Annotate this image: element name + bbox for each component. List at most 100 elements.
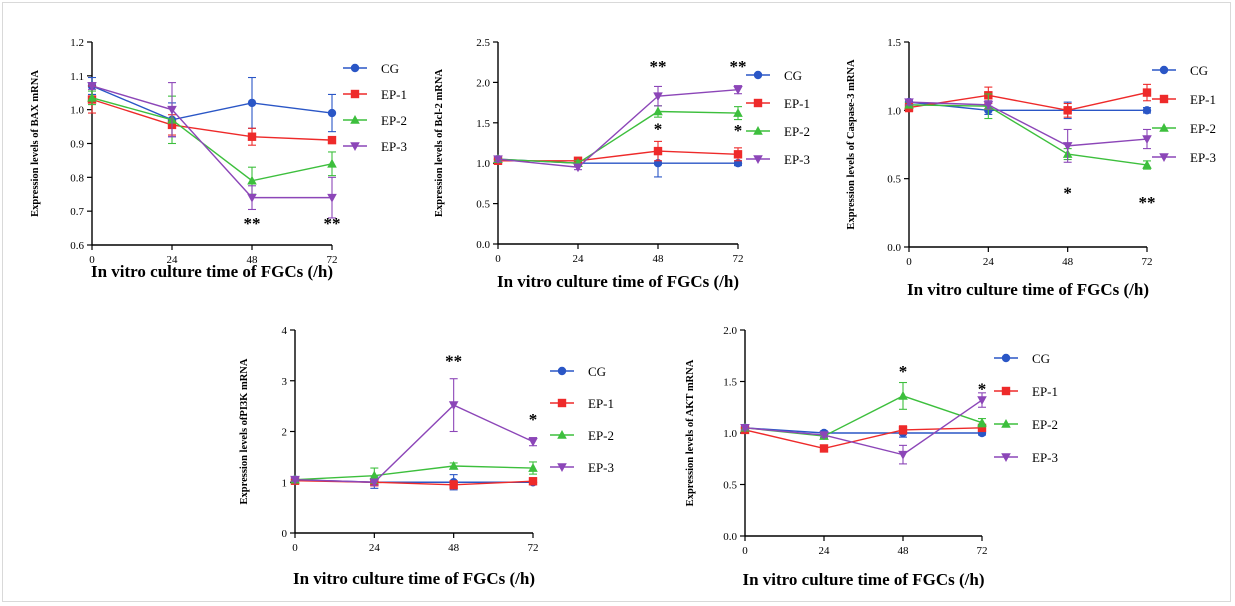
y-axis-label: Expression levels ofPI3K mRNA xyxy=(239,358,250,504)
data-point-ep-2 xyxy=(898,390,908,400)
y-tick-label: 1.1 xyxy=(70,71,84,83)
x-axis-label: In vitro culture time of FGCs (/h) xyxy=(742,570,984,589)
series-line-ep-1 xyxy=(908,91,1148,112)
data-point-ep-2 xyxy=(733,108,743,117)
series-line-ep-3 xyxy=(908,101,1148,147)
legend-marker xyxy=(557,398,567,408)
y-axis-label: Expression levels of BAX mRNA xyxy=(30,70,41,217)
series-line-ep-3 xyxy=(91,85,332,199)
x-tick-label: 0 xyxy=(292,542,298,554)
series-line-ep-3 xyxy=(294,404,534,483)
y-axis-label: Expression levels of AKT mRNA xyxy=(685,359,696,506)
significance-label: * xyxy=(978,380,987,399)
legend-label: EP-2 xyxy=(1032,417,1058,432)
data-point-ep-2 xyxy=(653,106,663,116)
data-point-ep-3 xyxy=(1142,135,1152,145)
legend-label: EP-3 xyxy=(1190,150,1216,165)
x-tick-label: 72 xyxy=(977,545,988,557)
data-point-ep-1 xyxy=(1063,106,1072,115)
data-point-ep-1 xyxy=(653,146,663,156)
x-axis-label: In vitro culture time of FGCs (/h) xyxy=(907,280,1149,299)
legend-label: EP-2 xyxy=(784,124,810,139)
y-tick-label: 1.5 xyxy=(723,377,737,389)
legend-marker xyxy=(350,63,360,73)
significance-label: * xyxy=(1063,183,1072,202)
x-tick-label: 48 xyxy=(247,254,259,266)
y-tick-label: 1.2 xyxy=(70,37,84,49)
legend-marker xyxy=(753,98,763,108)
legend-label: CG xyxy=(588,364,606,379)
legend-label: EP-1 xyxy=(1190,92,1216,107)
y-tick-label: 1 xyxy=(282,477,288,489)
chart-akt: 0.0 0.5 1.0 1.5 2.0 0 24 48 72 In vitro culture t… xyxy=(685,325,1058,589)
y-tick-label: 1.5 xyxy=(476,118,490,130)
legend-label: EP-3 xyxy=(1032,450,1058,465)
data-point-ep-3 xyxy=(1062,142,1073,151)
series-line-ep-2 xyxy=(91,97,333,182)
chart-bcl2: 0.0 0.5 1.0 1.5 2.0 2.5 0 24 48 72 In vitro cultur… xyxy=(434,37,810,291)
legend-label: EP-1 xyxy=(588,396,614,411)
significance-label: * xyxy=(529,410,538,429)
x-tick-label: 48 xyxy=(653,253,665,265)
data-point-ep-3 xyxy=(819,431,829,441)
significance-label: * xyxy=(654,119,663,138)
data-point-cg xyxy=(1142,106,1152,115)
y-tick-label: 1.0 xyxy=(70,105,84,117)
data-point-ep-3 xyxy=(290,475,300,485)
data-point-ep-3 xyxy=(904,98,914,108)
data-point-ep-3 xyxy=(740,424,750,433)
legend-marker xyxy=(753,126,763,135)
legend-label: EP-3 xyxy=(588,460,614,475)
data-point-ep-2 xyxy=(977,417,987,427)
x-tick-label: 0 xyxy=(89,254,95,266)
data-point-ep-1 xyxy=(898,425,908,435)
data-point-ep-3 xyxy=(573,163,583,173)
legend-label: EP-3 xyxy=(381,139,407,154)
x-tick-label: 0 xyxy=(906,256,912,268)
y-tick-label: 0.0 xyxy=(723,531,737,543)
y-tick-label: 0.9 xyxy=(70,139,84,151)
y-tick-label: 0.5 xyxy=(887,174,901,186)
legend-marker xyxy=(350,89,360,99)
x-tick-label: 24 xyxy=(819,545,831,557)
y-tick-label: 2.0 xyxy=(723,325,737,337)
y-tick-label: 0.0 xyxy=(887,242,901,254)
x-tick-label: 72 xyxy=(1142,256,1153,268)
data-point-ep-1 xyxy=(449,480,458,489)
data-point-ep-3 xyxy=(493,155,503,165)
significance-label: ** xyxy=(1139,193,1156,212)
x-axis-label: In vitro culture time of FGCs (/h) xyxy=(91,262,333,281)
data-point-ep-3 xyxy=(733,85,743,95)
significance-label: ** xyxy=(445,351,462,370)
legend-label: EP-2 xyxy=(381,113,407,128)
x-tick-label: 72 xyxy=(528,542,539,554)
data-point-ep-1 xyxy=(819,444,829,453)
x-tick-label: 0 xyxy=(742,545,748,557)
data-point-ep-3 xyxy=(327,193,337,203)
y-tick-label: 0.8 xyxy=(70,172,84,184)
legend-marker xyxy=(557,463,567,472)
significance-label: ** xyxy=(650,57,667,76)
x-tick-label: 72 xyxy=(733,253,744,265)
y-tick-label: 3 xyxy=(282,376,288,388)
legend-label: EP-2 xyxy=(588,428,614,443)
legend-label: EP-1 xyxy=(784,96,810,111)
legend-marker xyxy=(1001,419,1011,428)
y-tick-label: 0.6 xyxy=(70,240,84,252)
data-point-ep-2 xyxy=(448,461,459,470)
data-point-ep-3 xyxy=(983,101,994,110)
data-point-ep-1 xyxy=(528,477,538,486)
series-line-ep-3 xyxy=(497,88,739,168)
data-point-cg xyxy=(327,108,337,118)
legend-marker xyxy=(1001,386,1011,396)
legend-marker xyxy=(557,430,567,439)
x-axis-label: In vitro culture time of FGCs (/h) xyxy=(497,272,739,291)
data-point-ep-2 xyxy=(528,463,538,472)
y-tick-label: 1.0 xyxy=(723,428,737,440)
y-tick-label: 0.5 xyxy=(476,199,490,211)
x-axis-label: In vitro culture time of FGCs (/h) xyxy=(293,569,535,588)
data-point-ep-3 xyxy=(448,401,459,411)
series-line-ep-2 xyxy=(497,110,739,164)
y-axis-label: Expression levels of Caspase-3 mRNA xyxy=(846,59,857,230)
